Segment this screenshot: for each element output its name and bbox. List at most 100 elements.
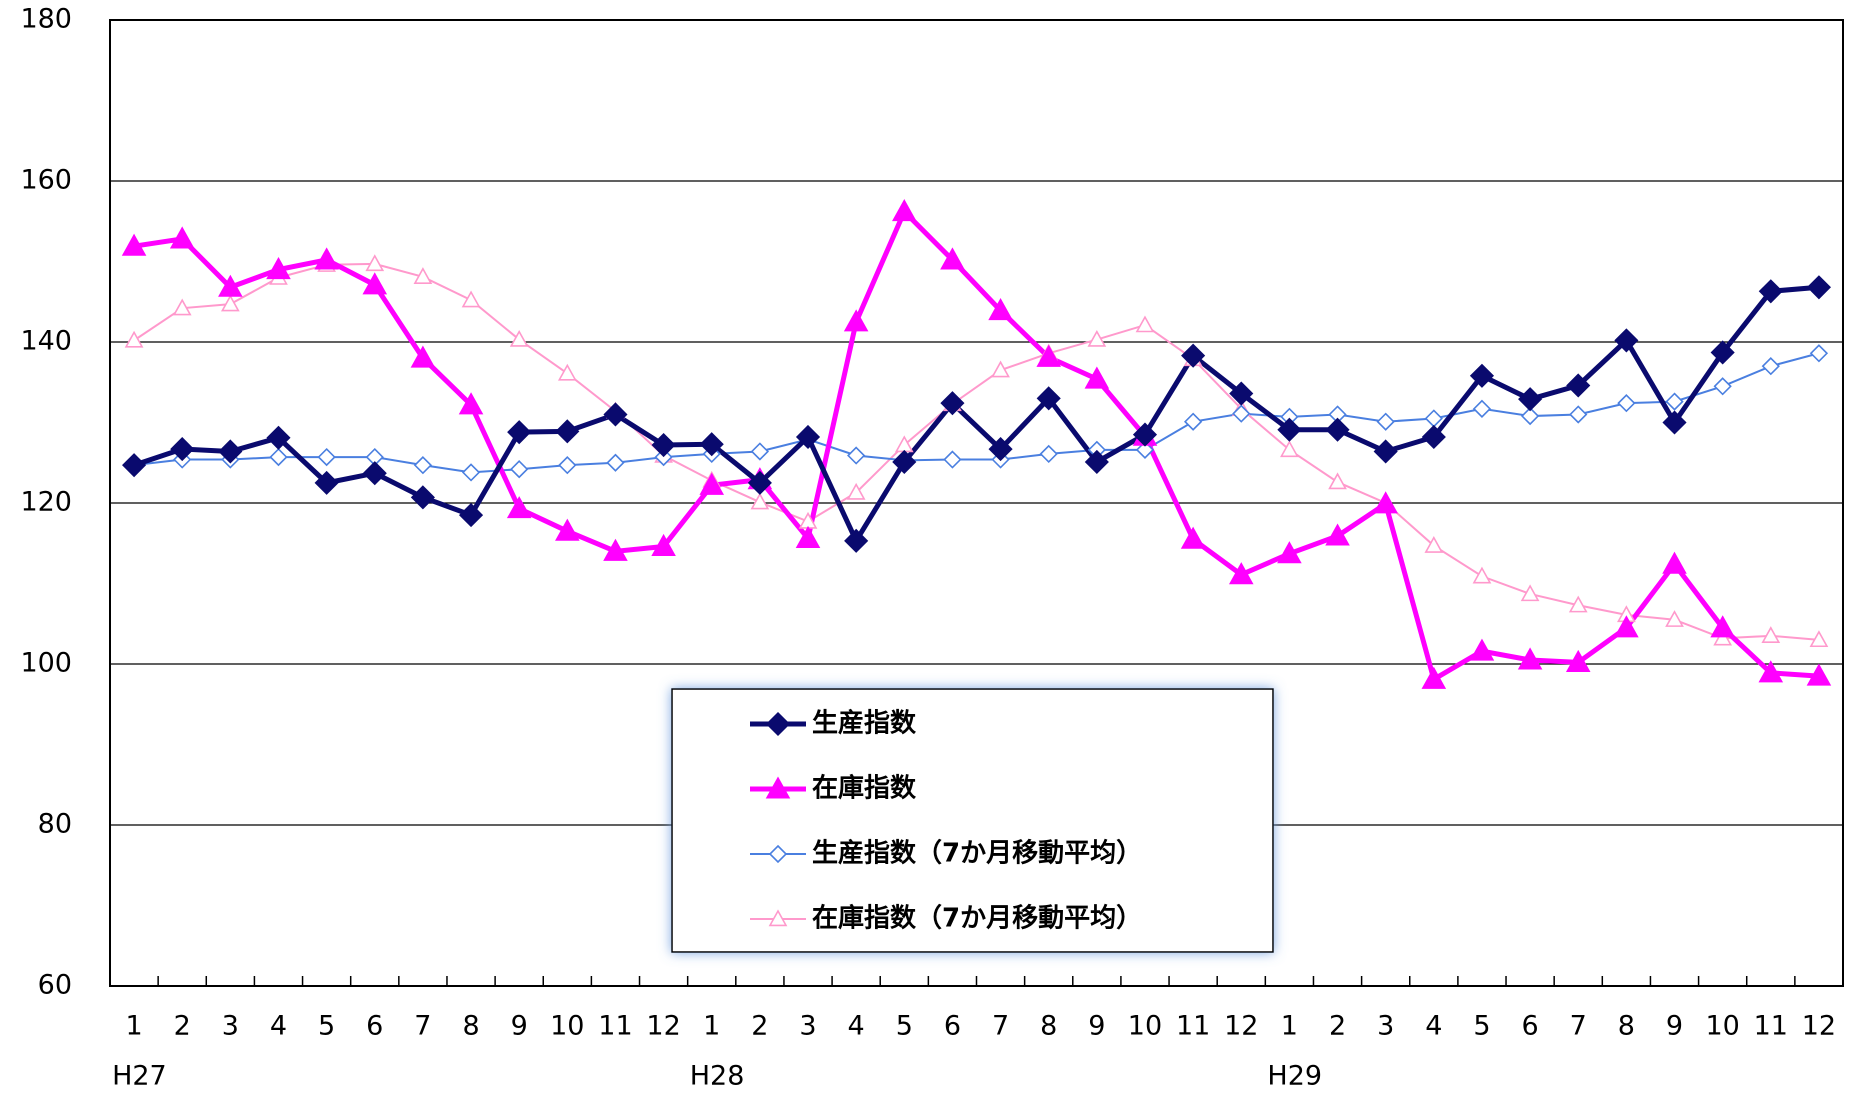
x-tick-label: 8 <box>462 1011 479 1042</box>
data-point <box>1520 406 1540 426</box>
data-point <box>218 439 243 464</box>
x-tick-label: 9 <box>1088 1011 1105 1042</box>
y-tick-label: 180 <box>20 4 72 35</box>
y-tick-label: 160 <box>20 165 72 196</box>
data-point <box>1277 417 1302 442</box>
data-point <box>220 294 240 312</box>
x-tick-label: 10 <box>1705 1011 1739 1042</box>
x-tick-label: 3 <box>1377 1011 1394 1042</box>
data-point <box>555 518 580 541</box>
series-line <box>133 352 1820 474</box>
data-point <box>1565 649 1591 672</box>
data-point <box>314 247 339 270</box>
data-point <box>1135 315 1155 333</box>
x-tick-label: 3 <box>222 1011 239 1042</box>
data-point <box>169 226 195 249</box>
data-point <box>988 298 1013 321</box>
data-point <box>603 538 628 561</box>
data-point <box>1135 440 1155 460</box>
y-tick-label: 80 <box>38 809 72 840</box>
data-point <box>1710 340 1735 365</box>
series-line <box>133 262 1820 641</box>
data-point <box>1280 440 1299 458</box>
data-point <box>1665 610 1684 627</box>
data-point <box>170 437 195 462</box>
data-point <box>1325 417 1350 442</box>
data-point <box>1036 386 1061 411</box>
data-point <box>410 485 435 510</box>
legend-label: 在庫指数（7か月移動平均） <box>812 904 1142 934</box>
data-point <box>1328 472 1347 490</box>
data-point <box>1472 566 1492 584</box>
data-point <box>458 503 484 528</box>
data-point <box>1325 523 1350 546</box>
data-point <box>1710 615 1735 638</box>
data-point <box>461 290 481 308</box>
data-point <box>509 329 529 347</box>
data-point <box>603 402 628 427</box>
data-point <box>365 254 385 272</box>
data-point <box>1758 660 1784 683</box>
data-point <box>1569 405 1588 424</box>
data-point <box>1809 630 1829 648</box>
legend-label: 在庫指数 <box>812 774 917 804</box>
data-point <box>1517 647 1543 670</box>
data-point <box>458 392 484 415</box>
data-point <box>266 425 291 450</box>
data-point <box>1183 412 1203 431</box>
data-point <box>413 267 433 284</box>
data-point <box>1617 394 1636 413</box>
data-point <box>606 453 625 472</box>
data-point <box>892 199 917 222</box>
data-point <box>172 298 192 316</box>
data-point <box>124 330 144 348</box>
x-tick-label: 12 <box>1802 1011 1836 1042</box>
data-point <box>750 492 770 510</box>
legend-marker <box>765 711 791 737</box>
series-line <box>133 207 1820 684</box>
data-point <box>507 420 532 445</box>
data-point <box>1036 344 1061 367</box>
x-tick-label: 5 <box>318 1011 335 1042</box>
x-tick-label: 4 <box>270 1011 287 1042</box>
x-tick-label: 7 <box>1570 1011 1587 1042</box>
x-tick-label: 10 <box>1128 1011 1162 1042</box>
data-point <box>747 470 772 495</box>
data-point <box>1084 449 1109 475</box>
y-tick-label: 120 <box>20 487 72 518</box>
data-point <box>413 456 433 475</box>
x-tick-label: 1 <box>125 1011 142 1042</box>
data-point <box>843 309 869 332</box>
data-point <box>795 424 821 450</box>
data-point <box>1568 595 1588 613</box>
data-point <box>410 345 436 368</box>
x-group-label: H29 <box>1267 1061 1322 1092</box>
data-point <box>362 272 388 295</box>
data-point <box>1132 422 1158 447</box>
x-tick-label: 4 <box>848 1011 865 1042</box>
data-point <box>1713 377 1732 396</box>
data-point <box>1518 387 1543 412</box>
data-point <box>846 482 866 500</box>
data-point <box>1713 628 1733 646</box>
data-point <box>991 360 1010 378</box>
data-point <box>699 472 725 495</box>
x-tick-label: 11 <box>598 1011 632 1042</box>
data-point <box>847 446 866 465</box>
y-tick-label: 60 <box>38 970 72 1001</box>
data-point <box>557 363 577 381</box>
data-point <box>461 463 481 482</box>
legend-marker <box>768 909 788 927</box>
x-tick-label: 5 <box>896 1011 913 1042</box>
data-point <box>317 447 336 467</box>
data-point <box>269 447 288 467</box>
data-point <box>1472 399 1492 418</box>
x-tick-label: 10 <box>550 1011 584 1042</box>
data-point <box>1039 444 1058 464</box>
data-point <box>1566 373 1591 398</box>
x-group-label: H28 <box>690 1061 745 1092</box>
legend-label: 生産指数（7か月移動平均） <box>812 838 1142 869</box>
data-point <box>1180 526 1206 549</box>
data-point <box>1232 404 1251 423</box>
data-point <box>1665 392 1684 411</box>
